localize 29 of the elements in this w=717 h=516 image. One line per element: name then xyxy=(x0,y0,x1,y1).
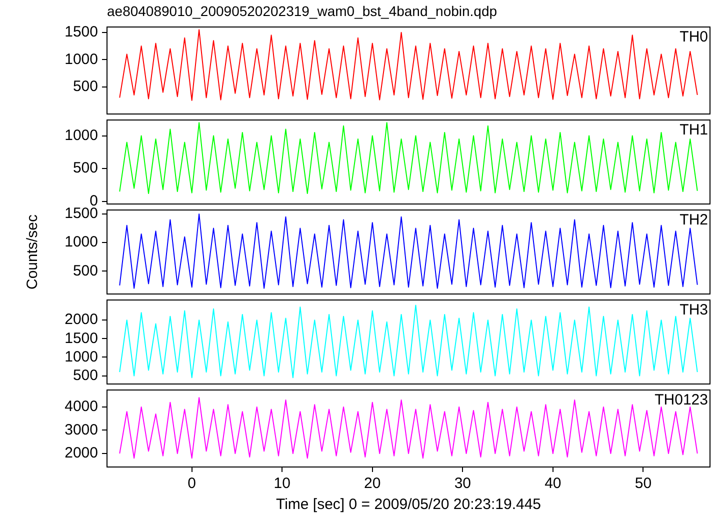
y-tick-label: 500 xyxy=(72,366,98,384)
y-axis-title: Counts/sec xyxy=(24,214,42,290)
y-tick-label: 1000 xyxy=(64,126,98,144)
chart-title: ae804089010_20090520202319_wam0_bst_4band_nobin.qdp xyxy=(107,3,498,19)
series-label: TH3 xyxy=(680,302,708,319)
x-tick-label: 30 xyxy=(454,475,472,492)
x-axis-title: Time [sec] 0 = 2009/05/20 20:23:19.445 xyxy=(276,496,542,514)
x-tick-label: 40 xyxy=(544,475,562,492)
y-tick-label: 1000 xyxy=(64,234,98,251)
x-tick-label: 10 xyxy=(274,475,290,492)
x-tick-label: 0 xyxy=(188,475,196,492)
x-tick-label: 50 xyxy=(634,475,652,492)
y-tick-label: 1500 xyxy=(64,330,98,347)
y-tick-label: 4000 xyxy=(64,398,98,416)
y-tick-label: 1500 xyxy=(64,24,98,41)
y-tick-label: 1000 xyxy=(64,50,98,68)
series-label: TH1 xyxy=(680,122,708,139)
y-tick-label: 500 xyxy=(72,262,98,280)
y-tick-label: 2000 xyxy=(64,444,98,462)
y-tick-label: 1500 xyxy=(64,205,98,222)
y-tick-label: 3000 xyxy=(64,421,98,438)
series-label: TH0 xyxy=(680,28,708,46)
series-label: TH0123 xyxy=(654,392,708,409)
y-tick-label: 500 xyxy=(72,160,98,177)
y-tick-label: 1000 xyxy=(64,348,98,366)
series-label: TH2 xyxy=(680,212,708,229)
x-tick-label: 20 xyxy=(364,475,381,492)
y-tick-label: 2000 xyxy=(64,311,98,328)
y-tick-label: 500 xyxy=(72,78,98,95)
